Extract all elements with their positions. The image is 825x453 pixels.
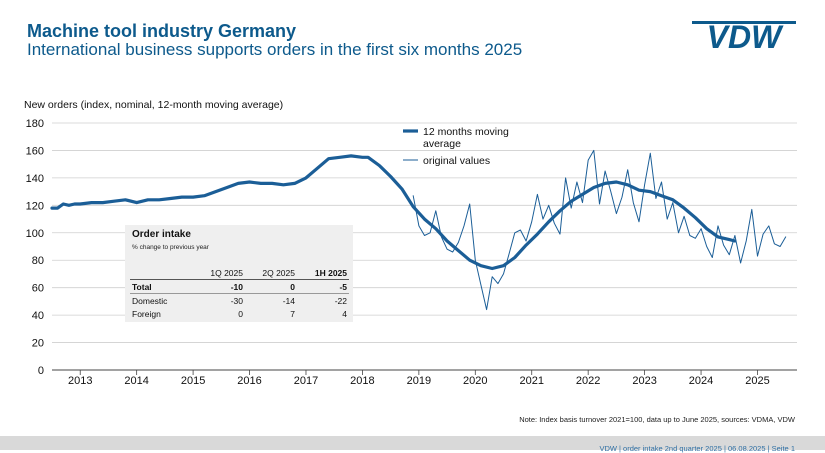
y-tick-label: 120 <box>26 200 44 212</box>
order-intake-title: Order intake <box>132 229 191 240</box>
x-tick-label: 2016 <box>237 375 261 387</box>
cell-q1: -10 <box>189 279 245 294</box>
cell-h1: 4 <box>342 308 347 319</box>
order-intake-box: Order intake % change to previous year 1… <box>125 225 353 322</box>
legend-label-original-values: original values <box>423 155 490 167</box>
row-label: Foreign <box>132 308 161 319</box>
x-tick-label: 2019 <box>407 375 431 387</box>
y-tick-label: 60 <box>32 283 44 295</box>
table-row: Total -10 0 -5 <box>130 279 349 294</box>
table-header-cell: 1Q 2025 <box>189 266 245 280</box>
table-header-row: 1Q 2025 2Q 2025 1H 2025 <box>130 266 349 280</box>
cell-q1: -30 <box>230 295 243 306</box>
svg-text:VDW: VDW <box>707 19 784 51</box>
y-tick-label: 40 <box>32 310 44 322</box>
y-tick-label: 180 <box>26 118 44 130</box>
cell-q2: 0 <box>245 279 297 294</box>
vdw-logo: VDW <box>692 19 796 51</box>
row-label: Total <box>130 279 189 294</box>
table-header-cell: 2Q 2025 <box>245 266 297 280</box>
source-note: Note: Index basis turnover 2021=100, dat… <box>519 415 795 424</box>
chart-title: Machine tool industry Germany <box>27 21 297 41</box>
x-tick-label: 2017 <box>294 375 318 387</box>
series-line-moving-average <box>50 154 737 271</box>
y-tick-label: 140 <box>26 173 44 185</box>
cell-h1: -22 <box>334 295 347 306</box>
x-tick-label: 2020 <box>463 375 487 387</box>
y-tick-label: 0 <box>38 365 44 377</box>
cell-q2: 7 <box>290 308 295 319</box>
table-row: Foreign 0 7 4 <box>130 307 349 320</box>
y-axis-label: New orders (index, nominal, 12-month mov… <box>24 99 284 111</box>
table-row: Domestic -30 -14 -22 <box>130 294 349 308</box>
x-tick-label: 2023 <box>632 375 656 387</box>
series-line-original-values <box>412 149 787 311</box>
x-tick-label: 2013 <box>68 375 92 387</box>
cell-q2: -14 <box>282 295 295 306</box>
table-header-cell: 1H 2025 <box>297 266 349 280</box>
x-tick-label: 2015 <box>181 375 205 387</box>
y-tick-label: 100 <box>26 228 44 240</box>
footer-text: VDW | order intake 2nd quarter 2025 | 06… <box>599 444 795 453</box>
order-intake-table: 1Q 2025 2Q 2025 1H 2025 Total -10 0 -5 D… <box>130 266 349 320</box>
x-tick-label: 2018 <box>350 375 374 387</box>
cell-h1: -5 <box>297 279 349 294</box>
x-tick-label: 2024 <box>689 375 713 387</box>
legend-label-moving-average: 12 months moving average <box>423 126 509 150</box>
y-tick-label: 160 <box>26 145 44 157</box>
footer-bar <box>0 436 825 450</box>
order-intake-subtitle: % change to previous year <box>132 244 209 251</box>
y-tick-label: 20 <box>32 338 44 350</box>
x-tick-label: 2014 <box>124 375 148 387</box>
y-tick-label: 80 <box>32 255 44 267</box>
x-tick-label: 2022 <box>576 375 600 387</box>
x-tick-label: 2025 <box>745 375 769 387</box>
x-tick-label: 2021 <box>519 375 543 387</box>
chart-subtitle: International business supports orders i… <box>27 40 523 59</box>
table-header-cell <box>130 266 189 280</box>
row-label: Domestic <box>132 295 168 306</box>
cell-q1: 0 <box>238 308 243 319</box>
